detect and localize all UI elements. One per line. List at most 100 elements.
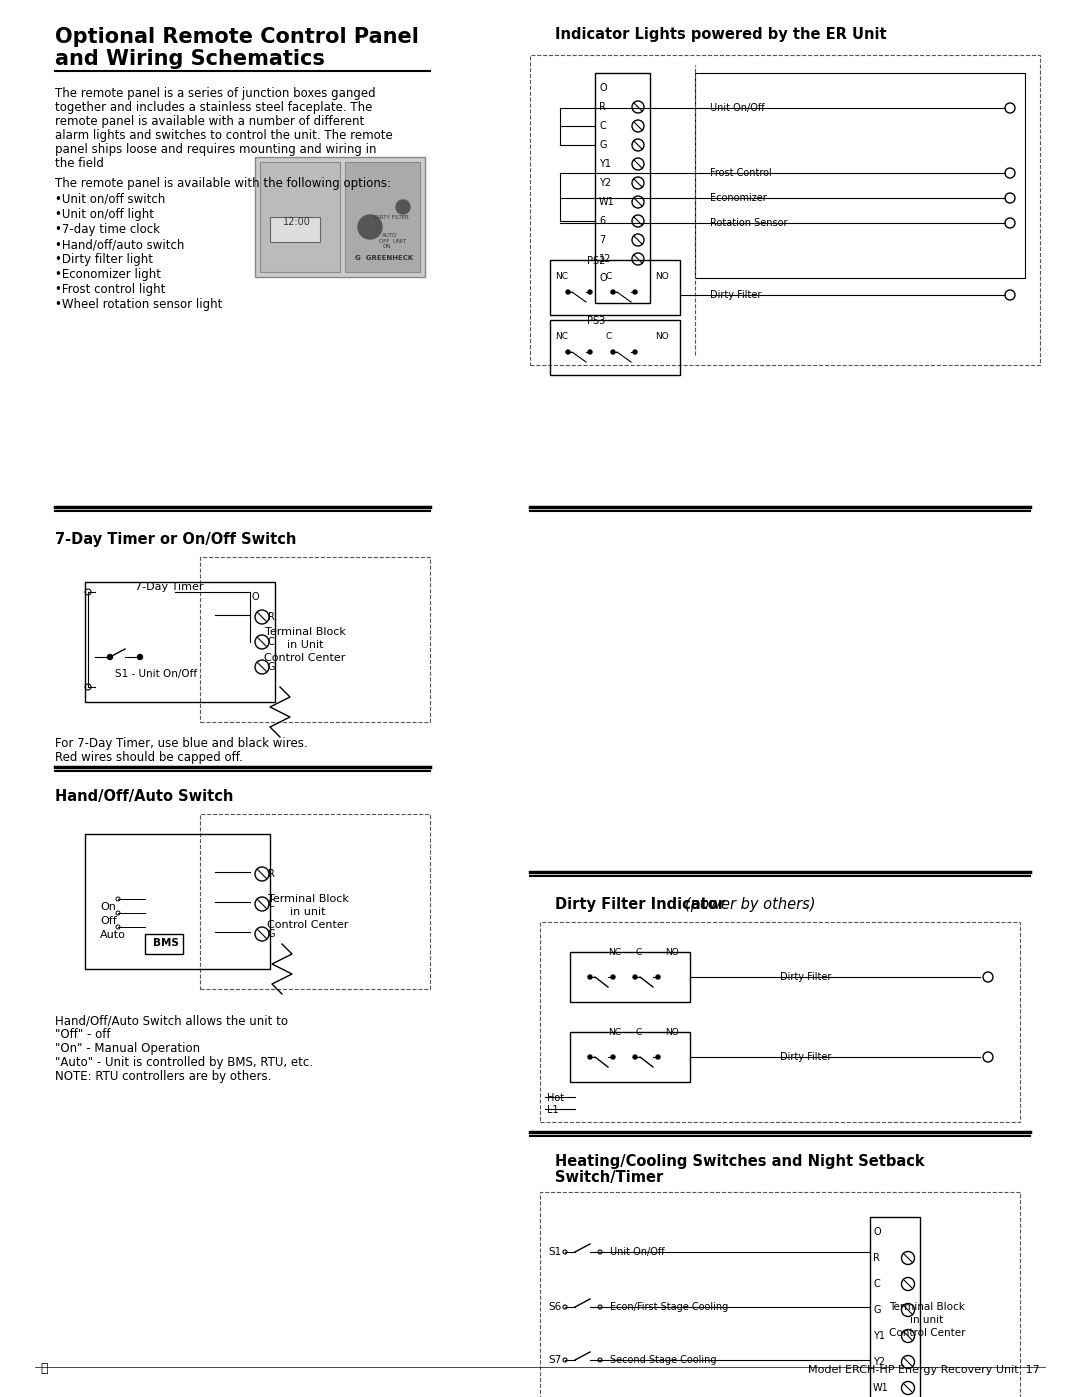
- Text: C: C: [873, 1280, 880, 1289]
- Bar: [530, 54, 1040, 365]
- Text: G  GREENHECK: G GREENHECK: [355, 256, 414, 261]
- Text: O: O: [873, 1227, 880, 1236]
- Text: together and includes a stainless steel faceplate. The: together and includes a stainless steel …: [55, 101, 373, 115]
- Text: "On" - Manual Operation: "On" - Manual Operation: [55, 1042, 200, 1055]
- Text: NO: NO: [665, 949, 678, 957]
- Text: in unit: in unit: [291, 907, 326, 916]
- Text: R: R: [599, 102, 606, 112]
- Bar: [570, 1032, 690, 1083]
- Text: W1: W1: [873, 1383, 889, 1393]
- Text: Y2: Y2: [873, 1356, 886, 1368]
- Circle shape: [633, 351, 637, 353]
- Bar: [550, 320, 680, 374]
- Text: 7-Day Timer: 7-Day Timer: [135, 583, 203, 592]
- Bar: [255, 156, 426, 277]
- Text: C: C: [605, 332, 611, 341]
- Circle shape: [108, 655, 112, 659]
- Text: O: O: [599, 82, 607, 94]
- Text: •Unit on/off switch: •Unit on/off switch: [55, 193, 165, 205]
- Text: C: C: [268, 900, 274, 909]
- Text: •Hand/off/auto switch: •Hand/off/auto switch: [55, 237, 185, 251]
- Text: Hot: Hot: [546, 1092, 564, 1104]
- Text: ON: ON: [383, 244, 391, 249]
- Text: Control Center: Control Center: [268, 921, 349, 930]
- Circle shape: [611, 975, 615, 979]
- Text: Rotation Sensor: Rotation Sensor: [710, 218, 787, 228]
- Text: Control Center: Control Center: [889, 1329, 966, 1338]
- Text: W1: W1: [599, 197, 615, 207]
- Circle shape: [633, 291, 637, 293]
- Text: 7: 7: [599, 235, 605, 244]
- Text: the field: the field: [55, 156, 104, 170]
- Circle shape: [611, 291, 615, 293]
- Circle shape: [137, 655, 143, 659]
- Text: in Unit: in Unit: [287, 640, 323, 650]
- Text: R: R: [268, 869, 275, 879]
- Text: in unit: in unit: [910, 1315, 944, 1324]
- Text: Y1: Y1: [599, 159, 611, 169]
- Text: Off: Off: [100, 916, 117, 926]
- Text: L1: L1: [546, 1105, 558, 1115]
- Bar: [595, 73, 650, 303]
- Text: S6: S6: [548, 1302, 562, 1312]
- Bar: [870, 1217, 920, 1397]
- Text: (power by others): (power by others): [685, 897, 815, 912]
- Text: NC: NC: [555, 332, 568, 341]
- Text: NC: NC: [608, 949, 621, 957]
- Text: "Off" - off: "Off" - off: [55, 1028, 110, 1041]
- Bar: [540, 922, 1020, 1122]
- Text: •Unit on/off light: •Unit on/off light: [55, 208, 154, 221]
- Circle shape: [633, 975, 637, 979]
- Text: panel ships loose and requires mounting and wiring in: panel ships loose and requires mounting …: [55, 142, 377, 156]
- Circle shape: [588, 1055, 592, 1059]
- Text: NOTE: RTU controllers are by others.: NOTE: RTU controllers are by others.: [55, 1070, 271, 1083]
- Text: R: R: [268, 612, 275, 622]
- Text: The remote panel is a series of junction boxes ganged: The remote panel is a series of junction…: [55, 87, 376, 101]
- Text: BMS: BMS: [153, 937, 179, 949]
- Text: Y1: Y1: [873, 1331, 885, 1341]
- Text: Economizer: Economizer: [710, 193, 767, 203]
- Text: PS2: PS2: [588, 256, 606, 265]
- Bar: [696, 73, 1025, 278]
- Text: DIRTY FILTER: DIRTY FILTER: [374, 215, 409, 219]
- Circle shape: [611, 351, 615, 353]
- Bar: [570, 951, 690, 1002]
- Text: C: C: [268, 637, 274, 647]
- Text: NO: NO: [654, 272, 669, 281]
- Text: Hand/Off/Auto Switch: Hand/Off/Auto Switch: [55, 789, 233, 805]
- Text: S7: S7: [548, 1355, 562, 1365]
- Text: NO: NO: [654, 332, 669, 341]
- Circle shape: [656, 1055, 660, 1059]
- Text: R: R: [873, 1253, 880, 1263]
- Text: ⓕ: ⓕ: [40, 1362, 48, 1375]
- Text: The remote panel is available with the following options:: The remote panel is available with the f…: [55, 177, 391, 190]
- Text: 12: 12: [599, 254, 611, 264]
- Text: C: C: [599, 122, 606, 131]
- Text: •Frost control light: •Frost control light: [55, 284, 165, 296]
- Text: S1: S1: [548, 1248, 562, 1257]
- Text: G: G: [268, 662, 275, 672]
- Bar: [540, 1192, 1020, 1397]
- Text: OFF  UNIT: OFF UNIT: [379, 239, 406, 244]
- Text: PS3: PS3: [588, 316, 605, 326]
- Text: Switch/Timer: Switch/Timer: [555, 1171, 663, 1185]
- Text: •7-day time clock: •7-day time clock: [55, 224, 160, 236]
- Text: Optional Remote Control Panel: Optional Remote Control Panel: [55, 27, 419, 47]
- Bar: [85, 583, 275, 703]
- Text: Hand/Off/Auto Switch allows the unit to: Hand/Off/Auto Switch allows the unit to: [55, 1014, 288, 1027]
- Circle shape: [588, 291, 592, 293]
- Text: Second Stage Cooling: Second Stage Cooling: [610, 1355, 716, 1365]
- Bar: [270, 217, 320, 242]
- Text: NO: NO: [665, 1028, 678, 1037]
- Text: 7-Day Timer or On/Off Switch: 7-Day Timer or On/Off Switch: [55, 532, 296, 548]
- Circle shape: [588, 975, 592, 979]
- Text: Heating/Cooling Switches and Night Setback: Heating/Cooling Switches and Night Setba…: [555, 1154, 924, 1169]
- Text: and Wiring Schematics: and Wiring Schematics: [55, 49, 325, 68]
- Text: alarm lights and switches to control the unit. The remote: alarm lights and switches to control the…: [55, 129, 393, 142]
- Text: Indicator Lights powered by the ER Unit: Indicator Lights powered by the ER Unit: [555, 27, 887, 42]
- Circle shape: [566, 291, 570, 293]
- Text: "Auto" - Unit is controlled by BMS, RTU, etc.: "Auto" - Unit is controlled by BMS, RTU,…: [55, 1056, 313, 1069]
- Circle shape: [656, 975, 660, 979]
- Text: G: G: [873, 1305, 880, 1315]
- Bar: [200, 557, 430, 722]
